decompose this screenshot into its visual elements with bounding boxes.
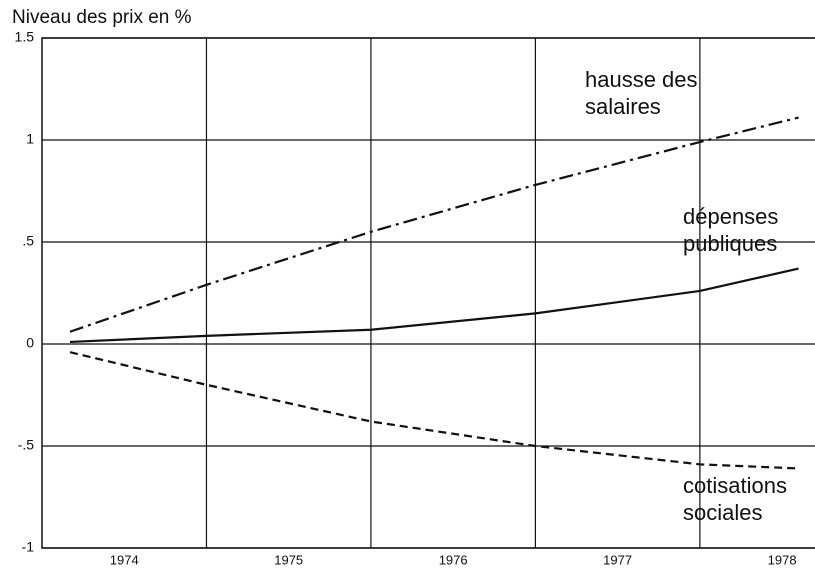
series-label: cotisations sociales	[683, 473, 787, 525]
series-line	[69, 351, 799, 470]
x-tick-label: 1975	[274, 552, 303, 567]
y-tick-label: .5	[22, 233, 34, 249]
x-tick-label: 1974	[110, 552, 139, 567]
y-tick-label: 0	[26, 335, 34, 351]
y-tick-label: 1.5	[15, 29, 35, 45]
x-tick-label: 1976	[439, 552, 468, 567]
series-line	[69, 267, 799, 344]
series-line	[69, 116, 799, 333]
y-axis-label: Niveau des prix en %	[12, 7, 192, 28]
series-label: hausse des salaires	[585, 67, 698, 119]
y-tick-label: 1	[26, 131, 34, 147]
series-label: dépenses publiques	[683, 204, 779, 256]
x-tick-label: 1978	[768, 552, 797, 567]
x-tick-label: 1977	[603, 552, 632, 567]
y-tick-label: -1	[22, 539, 35, 555]
y-tick-label: -.5	[18, 437, 35, 453]
